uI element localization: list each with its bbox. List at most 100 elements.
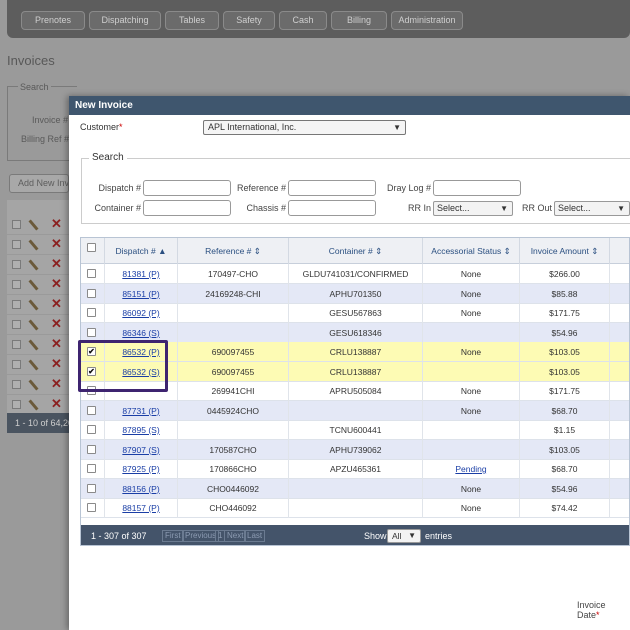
checkbox[interactable] (12, 360, 21, 369)
table-row[interactable]: 269941CHI APRU505084 None $171.75 (81, 381, 629, 401)
table-row[interactable]: 87907 (S) 170587CHO APHU739062 $103.05 (81, 439, 629, 460)
table-row[interactable]: 87895 (S) TCNU600441 $1.15 (81, 420, 629, 440)
edit-icon[interactable] (28, 239, 39, 251)
row-checkbox[interactable] (87, 308, 96, 317)
nav-tab-tables[interactable]: Tables (165, 11, 219, 30)
checkbox[interactable] (12, 380, 21, 389)
row-checkbox[interactable] (87, 288, 96, 298)
edit-icon[interactable] (28, 259, 39, 271)
dispatch-link[interactable]: 86532 (P) (122, 347, 160, 357)
table-row[interactable]: 86346 (S) GESU618346 $54.96 (81, 322, 629, 343)
row-checkbox[interactable] (87, 366, 96, 376)
nav-tab-safety[interactable]: Safety (223, 11, 275, 30)
delete-icon[interactable]: ✕ (51, 376, 62, 391)
row-checkbox[interactable] (87, 327, 96, 337)
checkbox[interactable] (12, 240, 21, 249)
edit-icon[interactable] (28, 219, 39, 231)
dispatch-link[interactable]: 85151 (P) (122, 288, 160, 299)
rr-out-select-value: Select... (558, 203, 591, 213)
dispatch-link[interactable]: 87731 (P) (122, 405, 160, 416)
pager-first-button[interactable]: First (162, 530, 184, 542)
reference-input[interactable] (288, 180, 376, 196)
dispatch-link[interactable]: 88156 (P) (122, 483, 160, 494)
header-accessorial-status[interactable]: Accessorial Status ⇕ (423, 238, 520, 264)
checkbox[interactable] (12, 260, 21, 269)
delete-icon[interactable]: ✕ (51, 256, 62, 271)
dispatch-link[interactable]: 86532 (S) (122, 366, 160, 377)
dispatch-link[interactable]: 87907 (S) (122, 444, 160, 455)
row-checkbox[interactable] (87, 444, 96, 454)
edit-icon[interactable] (28, 359, 39, 371)
row-checkbox[interactable] (87, 347, 96, 356)
edit-icon[interactable] (28, 339, 39, 351)
table-row[interactable]: 88156 (P) CHO0446092 None $54.96 (81, 478, 629, 499)
table-row[interactable]: 88157 (P) CHO446092 None $74.42 (81, 498, 629, 518)
header-dispatch[interactable]: Dispatch # ▲ (105, 238, 178, 264)
status-link[interactable]: Pending (455, 464, 487, 474)
checkbox[interactable] (12, 220, 21, 229)
delete-icon[interactable]: ✕ (51, 356, 62, 371)
dispatch-link[interactable]: 86092 (P) (122, 308, 160, 318)
checkbox[interactable] (12, 280, 21, 289)
table-row[interactable]: 81381 (P) 170497-CHO GLDU741031/CONFIRMED N… (81, 264, 629, 284)
delete-icon[interactable]: ✕ (51, 316, 62, 331)
dispatch-link[interactable]: 87895 (S) (122, 425, 160, 435)
table-row[interactable]: 87731 (P) 0445924CHO None $68.70 (81, 400, 629, 421)
nav-tab-administration[interactable]: Administration (391, 11, 463, 30)
dray-log-input[interactable] (433, 180, 521, 196)
container-input[interactable] (143, 200, 231, 216)
search-legend: Search (89, 152, 127, 163)
row-checkbox[interactable] (87, 269, 96, 278)
delete-icon[interactable]: ✕ (51, 296, 62, 311)
dispatch-link[interactable]: 86346 (S) (122, 327, 160, 338)
delete-icon[interactable]: ✕ (51, 216, 62, 231)
row-checkbox[interactable] (87, 425, 96, 434)
edit-icon[interactable] (28, 279, 39, 291)
row-checkbox[interactable] (87, 464, 96, 473)
nav-tab-prenotes[interactable]: Prenotes (21, 11, 85, 30)
chassis-input[interactable] (288, 200, 376, 216)
delete-icon[interactable]: ✕ (51, 276, 62, 291)
nav-tab-billing[interactable]: Billing (331, 11, 387, 30)
pager-last-button[interactable]: Last (244, 530, 266, 542)
table-row[interactable]: 87925 (P) 170866CHO APZU465361 Pending $68.7… (81, 459, 629, 479)
select-all-checkbox[interactable] (87, 243, 96, 252)
delete-icon[interactable]: ✕ (51, 336, 62, 351)
header-invoice-amount[interactable]: Invoice Amount ⇕ (520, 238, 610, 264)
nav-tab-dispatching[interactable]: Dispatching (89, 11, 161, 30)
nav-tab-cash[interactable]: Cash (279, 11, 327, 30)
pager-previous-button[interactable]: Previous (182, 530, 220, 542)
header-container[interactable]: Container # ⇕ (289, 238, 423, 264)
table-row[interactable]: 85151 (P) 24169248-CHI APHU701350 None $85.8… (81, 283, 629, 304)
cell-container: APHU701350 (289, 283, 423, 304)
checkbox[interactable] (12, 320, 21, 329)
cell-status: None (423, 400, 520, 421)
edit-icon[interactable] (28, 299, 39, 311)
delete-icon[interactable]: ✕ (51, 236, 62, 251)
rr-out-select[interactable]: Select... ▼ (554, 201, 630, 216)
row-checkbox[interactable] (87, 503, 96, 512)
add-new-invoice-button[interactable]: Add New Invo (9, 174, 69, 193)
dispatch-link[interactable]: 88157 (P) (122, 503, 160, 513)
row-checkbox[interactable] (87, 386, 96, 395)
checkbox[interactable] (12, 400, 21, 409)
checkbox[interactable] (12, 340, 21, 349)
dispatch-link[interactable]: 87925 (P) (122, 464, 160, 474)
row-checkbox[interactable] (87, 405, 96, 415)
edit-icon[interactable] (28, 399, 39, 411)
page-size-select[interactable]: All ▼ (387, 529, 421, 543)
pager-next-button[interactable]: Next (224, 530, 247, 542)
row-checkbox[interactable] (87, 483, 96, 493)
edit-icon[interactable] (28, 319, 39, 331)
dispatch-link[interactable]: 81381 (P) (122, 269, 160, 279)
edit-icon[interactable] (28, 379, 39, 391)
rr-in-select[interactable]: Select... ▼ (433, 201, 513, 216)
header-reference[interactable]: Reference # ⇕ (178, 238, 289, 264)
customer-select[interactable]: APL International, Inc. ▼ (203, 120, 406, 135)
checkbox[interactable] (12, 300, 21, 309)
dispatch-input[interactable] (143, 180, 231, 196)
table-row[interactable]: 86092 (P) GESU567863 None $171.75 (81, 303, 629, 323)
delete-icon[interactable]: ✕ (51, 396, 62, 411)
